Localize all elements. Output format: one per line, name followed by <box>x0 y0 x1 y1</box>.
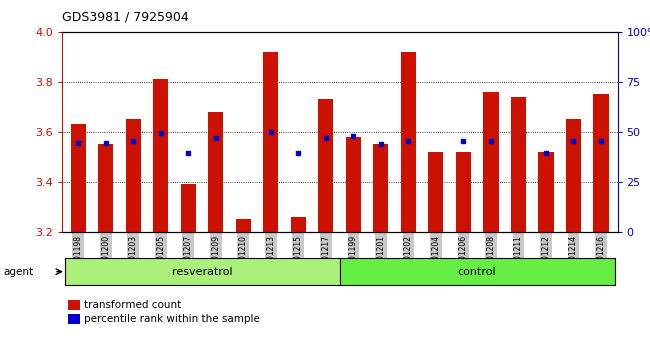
Bar <box>208 112 224 232</box>
Text: transformed count: transformed count <box>84 300 182 310</box>
Bar <box>428 152 443 232</box>
Text: GDS3981 / 7925904: GDS3981 / 7925904 <box>62 10 188 23</box>
Bar <box>566 119 581 232</box>
Bar <box>373 144 389 232</box>
Bar <box>236 219 251 232</box>
Bar <box>339 258 615 285</box>
Bar <box>456 152 471 232</box>
Text: resveratrol: resveratrol <box>172 267 233 277</box>
Bar <box>484 92 499 232</box>
Bar <box>318 99 333 232</box>
Text: control: control <box>458 267 497 277</box>
Bar <box>593 95 608 232</box>
Bar <box>71 124 86 232</box>
Text: percentile rank within the sample: percentile rank within the sample <box>84 314 261 324</box>
Bar <box>181 184 196 232</box>
Bar <box>346 137 361 232</box>
Text: agent: agent <box>3 267 33 277</box>
Bar <box>538 152 554 232</box>
Bar <box>125 119 141 232</box>
Bar <box>511 97 526 232</box>
Bar <box>263 52 278 232</box>
Bar <box>153 79 168 232</box>
Bar <box>291 217 306 232</box>
Bar <box>98 144 113 232</box>
Bar <box>64 258 339 285</box>
Bar <box>401 52 416 232</box>
